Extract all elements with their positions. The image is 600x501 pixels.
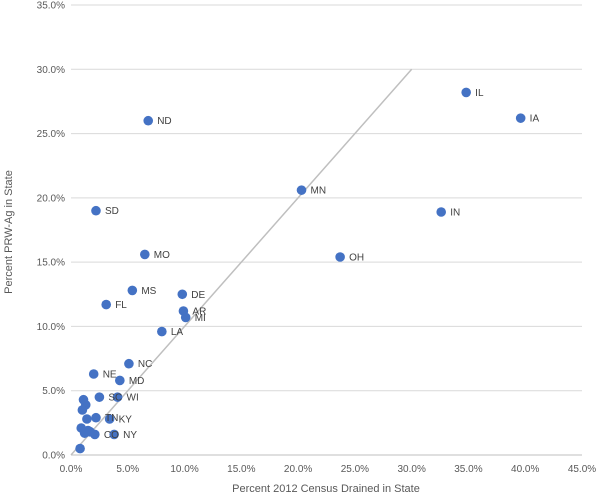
x-tick-label: 5.0% <box>116 464 139 475</box>
y-tick-label: 10.0% <box>37 322 65 333</box>
x-tick-label: 45.0% <box>568 464 596 475</box>
point-label: IA <box>530 114 540 125</box>
point-label: LA <box>171 327 184 338</box>
y-axis-title: Percent PRW-Ag in State <box>3 170 15 294</box>
data-point <box>143 115 154 126</box>
point-label: ND <box>157 116 171 127</box>
data-point <box>75 443 85 454</box>
data-point <box>177 289 188 300</box>
x-tick-label: 10.0% <box>170 464 198 475</box>
point-label: WI <box>127 393 139 404</box>
point-label: MD <box>129 376 145 387</box>
data-point <box>77 405 88 415</box>
point-label: DE <box>191 290 205 301</box>
data-point <box>436 207 446 217</box>
data-point <box>112 392 123 402</box>
data-point <box>104 414 115 424</box>
data-point <box>115 375 125 386</box>
data-point <box>85 427 96 437</box>
data-point <box>91 412 101 423</box>
y-tick-label: 20.0% <box>37 193 65 204</box>
point-label: IL <box>475 88 484 99</box>
x-tick-label: 35.0% <box>454 464 482 475</box>
y-tick-label: 0.0% <box>42 451 65 462</box>
point-label: SC <box>108 393 122 404</box>
point-label: KY <box>119 415 133 426</box>
x-tick-label: 40.0% <box>511 464 539 475</box>
x-tick-label: 25.0% <box>341 464 369 475</box>
axes: 0.0% 5.0% 10.0% 15.0% 20.0% 25.0% 30.0% 35.0% 0.… <box>37 1 597 476</box>
gridlines <box>71 4 582 392</box>
point-label: MI <box>195 313 206 324</box>
point-label: NE <box>103 370 117 381</box>
point-label: MS <box>141 286 156 297</box>
data-point <box>82 414 92 424</box>
data-point <box>140 249 150 260</box>
data-point <box>127 285 138 296</box>
point-label: CO <box>104 430 119 441</box>
reference-line-group <box>70 68 413 456</box>
point-label: IN <box>450 208 460 219</box>
x-tick-label: 20.0% <box>284 464 312 475</box>
point-label: AR <box>192 307 206 318</box>
data-point <box>109 429 119 440</box>
x-tick-label: 30.0% <box>397 464 425 475</box>
data-point <box>91 205 101 216</box>
x-tick-label: 0.0% <box>60 464 83 475</box>
data-point <box>296 185 307 195</box>
data-point <box>94 392 105 402</box>
point-label: MN <box>311 186 327 197</box>
y-tick-label: 25.0% <box>37 129 65 140</box>
point-label: MO <box>154 250 170 261</box>
point-label: FL <box>115 300 127 311</box>
data-point <box>335 252 345 262</box>
y-tick-label: 5.0% <box>42 386 65 397</box>
data-point <box>88 369 99 379</box>
point-label: TN <box>105 413 118 424</box>
point-label: SD <box>105 206 119 217</box>
reference-line <box>70 68 413 456</box>
data-point <box>101 299 112 310</box>
x-tick-label: 15.0% <box>227 464 255 475</box>
data-point <box>180 312 191 323</box>
point-label: OH <box>349 253 364 264</box>
y-tick-label: 15.0% <box>37 258 65 269</box>
data-points <box>75 87 526 454</box>
data-point <box>157 326 167 337</box>
x-axis-title: Percent 2012 Census Drained in State <box>232 483 420 495</box>
y-tick-label: 35.0% <box>37 1 65 12</box>
point-label: NC <box>138 359 152 370</box>
data-point <box>461 87 471 98</box>
data-point <box>124 358 134 369</box>
data-point <box>515 113 526 123</box>
y-tick-label: 30.0% <box>37 65 65 76</box>
point-label: NY <box>123 430 137 441</box>
